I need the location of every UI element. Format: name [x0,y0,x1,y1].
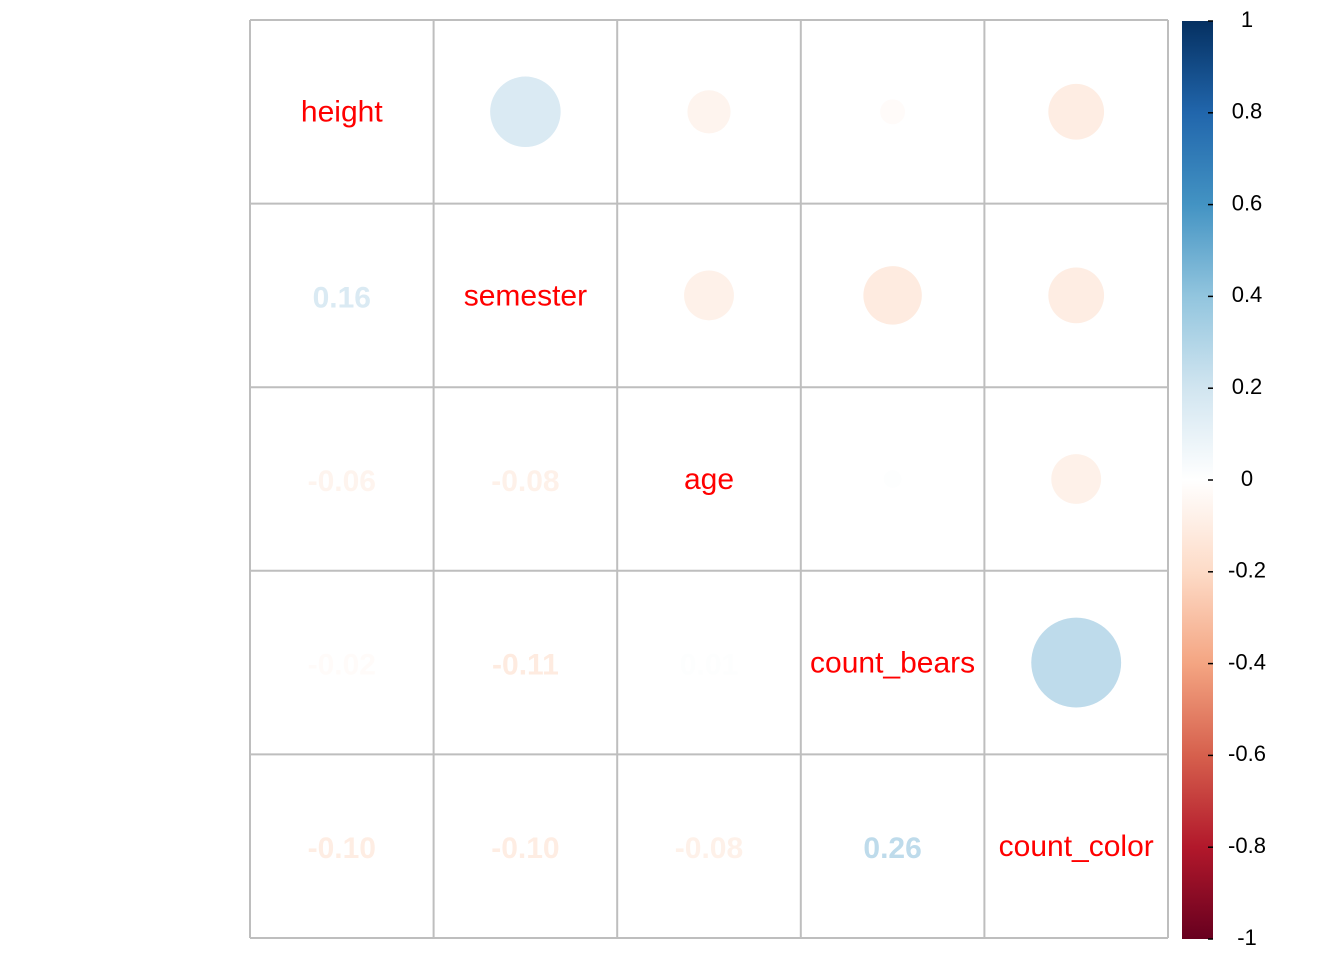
variable-label-age: age [684,463,734,496]
colorbar-tick-label: -0.8 [1228,833,1266,858]
variable-label-height: height [301,96,383,129]
colorbar-tick-label: -0.2 [1228,558,1266,583]
corr-circle-count-bears-count-color [1031,617,1122,708]
colorbar-tick-label: -0.4 [1228,649,1266,674]
corr-value-label: -0.10 [308,832,376,865]
corr-circle-age-count-bears [883,470,902,488]
colorbar-tick-label: 1 [1241,7,1253,32]
cells-layer: height semester age count_bears count_color 0… [301,76,1154,865]
corr-circle-semester-count-color [1048,267,1105,324]
colorbar-tick-label: 0.6 [1232,190,1263,215]
corr-value-label: 0.26 [863,832,921,865]
grid-layer [249,19,1169,939]
colorbar-tick-label: -0.6 [1228,741,1266,766]
corr-circle-height-count-color [1048,83,1105,140]
variable-label-semester: semester [464,279,587,312]
corr-circle-semester-count-bears [863,266,922,325]
corr-value-label: -0.08 [675,832,743,865]
corr-value-label: -0.02 [308,649,376,682]
colorbar-tick-label: -1 [1237,925,1257,950]
corr-value-label: 0.01 [680,649,738,682]
corr-circle-height-count-bears [880,99,906,125]
colorbar-tick-label: 0.2 [1232,374,1263,399]
corr-value-label: -0.10 [491,832,559,865]
corr-value-label: -0.11 [492,649,559,682]
colorbar-tick-label: 0.8 [1232,99,1263,124]
corr-circle-height-age [687,90,731,134]
colorbar-tick-label: 0.4 [1232,282,1263,307]
corr-circle-age-count-color [1051,454,1102,504]
corr-value-label: -0.06 [308,465,376,498]
variable-label-count-color: count_color [999,830,1154,863]
corr-circle-semester-age [684,270,734,321]
variable-label-count-bears: count_bears [810,647,975,680]
corr-circle-height-semester [490,76,561,148]
colorbar-tick-label: 0 [1241,466,1253,491]
colorbar: 1 0.8 0.6 0.4 0.2 0 -0.2 -0.4 -0.6 -0.8 -1 [1182,7,1266,950]
corr-value-label: 0.16 [313,281,371,314]
corr-value-label: -0.08 [491,465,559,498]
colorbar-gradient [1182,21,1213,939]
